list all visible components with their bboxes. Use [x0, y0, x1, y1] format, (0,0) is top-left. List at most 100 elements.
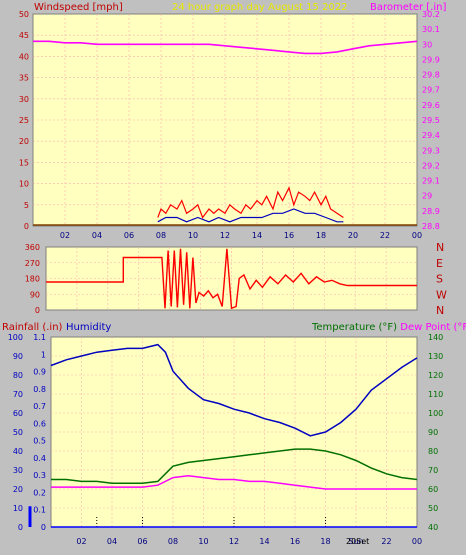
windspeed-tick-label: 0	[24, 222, 29, 231]
temperature-tick-label: 70	[428, 466, 438, 475]
series-wind-direction	[46, 248, 417, 310]
humidity-tick-label: 50	[13, 428, 23, 437]
windspeed-tick-label: 50	[19, 10, 29, 19]
direction-tick-label: 360	[25, 243, 40, 252]
windspeed-tick-label: 10	[19, 180, 29, 189]
barometer-tick-label: 30	[422, 40, 432, 49]
panel3-x-tick-labels: 02 04 06 08 10 12 14 16 18 Sun 22 00	[76, 537, 422, 546]
barometer-axis-label: Barometer [.in]	[370, 2, 446, 13]
rainfall-tick-label: 0	[41, 523, 46, 532]
graph-title: 24 hour graph day August 15 2022	[172, 2, 348, 13]
compass-tick-label: S	[436, 273, 443, 286]
compass-tick-label: E	[436, 257, 443, 270]
temperature-tick-label: 90	[428, 428, 438, 437]
compass-tick-label: N	[436, 241, 444, 254]
rainfall-axis-label: Rainfall (.in)	[2, 322, 63, 333]
humidity-axis-label: Humidity	[66, 322, 111, 333]
humidity-tick-label: 20	[13, 485, 23, 494]
humidity-tick-label: 80	[13, 371, 23, 380]
direction-tick-label: 270	[25, 259, 40, 268]
rainfall-tick-label: 0.5	[33, 437, 46, 446]
series-dew-point-f	[51, 474, 417, 490]
x-tick-label: 18	[320, 537, 330, 546]
compass-tick-label: W	[436, 288, 447, 301]
temperature-tick-label: 100	[428, 409, 443, 418]
x-tick-label: 22	[380, 231, 390, 240]
windspeed-tick-label: 45	[19, 31, 29, 40]
barometer-tick-label: 29.9	[422, 55, 440, 64]
rainfall-tick-label: 1	[41, 350, 46, 359]
series-wind-gust	[157, 186, 344, 219]
x-tick-label: 14	[259, 537, 269, 546]
rainfall-tick-label: 0.6	[33, 419, 46, 428]
temperature-tick-label: 120	[428, 371, 443, 380]
x-tick-label: 12	[229, 537, 239, 546]
humidity-tick-label: 40	[13, 447, 23, 456]
temperature-tick-labels: 40 50 60 70 80 90 100 110 120 130 140	[428, 333, 443, 532]
x-tick-label: 16	[284, 231, 294, 240]
temperature-tick-label: 40	[428, 523, 438, 532]
windspeed-tick-label: 15	[19, 158, 29, 167]
x-tick-label: 16	[290, 537, 300, 546]
series-temperature-f	[51, 448, 418, 485]
temperature-tick-label: 60	[428, 485, 438, 494]
humidity-tick-label: 90	[13, 352, 23, 361]
series-barometer-in	[33, 40, 418, 55]
x-tick-label: 02	[60, 231, 70, 240]
barometer-tick-label: 28.9	[422, 207, 440, 216]
windspeed-tick-label: 35	[19, 74, 29, 83]
x-tick-label: 04	[92, 231, 102, 240]
rainfall-tick-label: 0.1	[33, 506, 46, 515]
temperature-tick-label: 50	[428, 504, 438, 513]
barometer-tick-label: 28.8	[422, 222, 440, 231]
humidity-tick-label: 0	[18, 523, 23, 532]
x-tick-label: 00	[412, 231, 422, 240]
x-tick-label: 20	[348, 231, 358, 240]
temperature-tick-label: 140	[428, 333, 443, 342]
windspeed-tick-label: 20	[19, 137, 29, 146]
x-tick-label: 00	[412, 537, 422, 546]
barometer-tick-label: 29.7	[422, 86, 440, 95]
rainfall-tick-label: 1.1	[33, 333, 46, 342]
panel2-grid	[46, 247, 417, 310]
temperature-tick-label: 130	[428, 352, 443, 361]
x-tick-label: Sun	[348, 537, 363, 546]
humidity-tick-label: 10	[13, 504, 23, 513]
barometer-tick-label: 29.2	[422, 161, 440, 170]
x-tick-label: 22	[381, 537, 391, 546]
rainfall-tick-label: 0.8	[33, 385, 46, 394]
x-tick-label: 14	[252, 231, 262, 240]
direction-tick-label: 180	[25, 275, 40, 284]
x-tick-label: 10	[198, 537, 208, 546]
compass-tick-label: N	[436, 304, 444, 317]
x-tick-label: 08	[156, 231, 166, 240]
barometer-tick-label: 29.8	[422, 71, 440, 80]
windspeed-tick-label: 5	[24, 201, 29, 210]
panel3-series	[28, 343, 418, 528]
barometer-tick-labels: 28.8 28.9 29 29.1 29.2 29.3 29.4 29.5 29.6 29.7 29…	[422, 10, 440, 231]
humidity-tick-label: 30	[13, 466, 23, 475]
barometer-tick-label: 29	[422, 192, 432, 201]
humidity-tick-label: 70	[13, 390, 23, 399]
barometer-tick-label: 30.2	[422, 10, 440, 19]
humidity-tick-label: 60	[13, 409, 23, 418]
temperature-tick-label: 110	[428, 390, 443, 399]
barometer-tick-label: 29.1	[422, 177, 440, 186]
wind-barometer-panel: 0 5 10 15 20 25 30 35 40 45 50 28.8 28.9 29 29.1 29.2 2…	[19, 10, 440, 240]
direction-degree-tick-labels: 0 90 180 270 360	[25, 243, 40, 315]
direction-tick-label: 90	[30, 290, 40, 299]
windspeed-tick-label: 25	[19, 116, 29, 125]
humidity-temperature-panel: 0 0.1 0.2 0.3 0.4 0.5 0.6 0.7 0.8 0.9 1 1.1 0 10 20 30…	[8, 333, 444, 546]
x-tick-label: 10	[188, 231, 198, 240]
barometer-tick-label: 29.4	[422, 131, 440, 140]
windspeed-tick-label: 40	[19, 52, 29, 61]
windspeed-tick-label: 30	[19, 95, 29, 104]
panel1-grid	[33, 14, 417, 226]
temperature-tick-label: 80	[428, 447, 438, 456]
x-tick-label: 12	[220, 231, 230, 240]
windspeed-tick-labels: 0 5 10 15 20 25 30 35 40 45 50	[19, 10, 29, 231]
barometer-tick-label: 30.1	[422, 25, 440, 34]
x-tick-label: 04	[107, 537, 117, 546]
